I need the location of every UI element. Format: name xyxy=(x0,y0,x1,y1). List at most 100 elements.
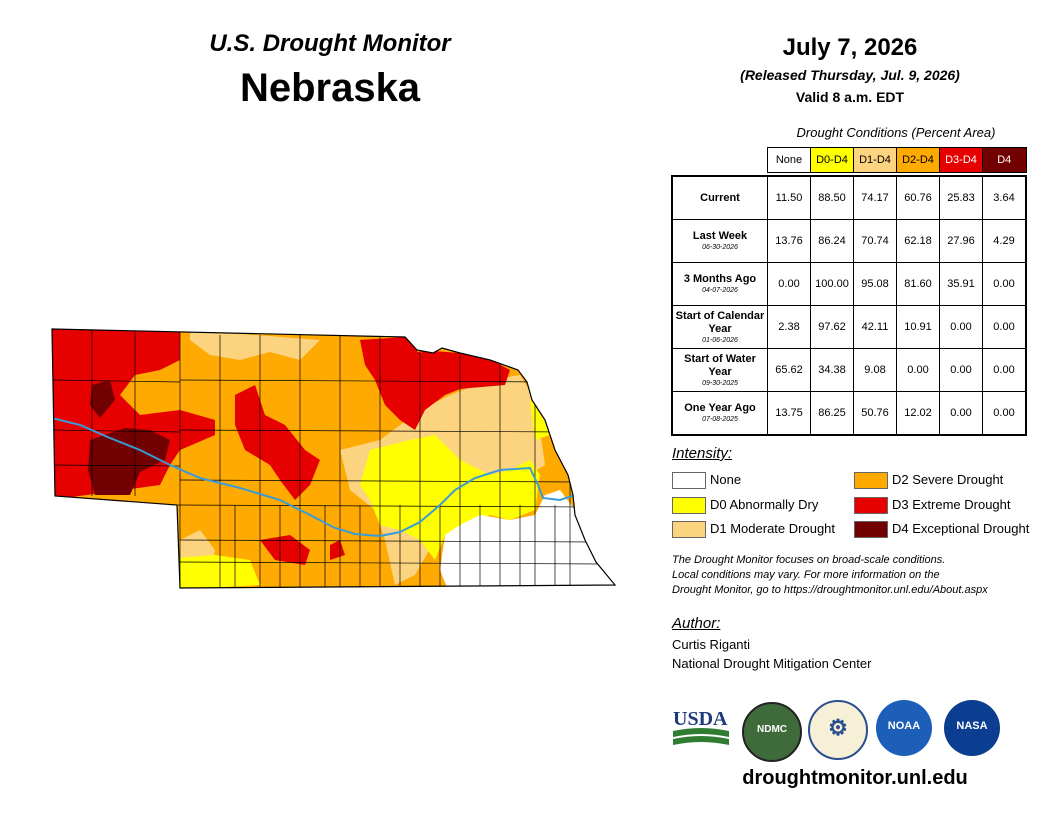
region-d4-south xyxy=(88,428,170,495)
table-cell: 62.18 xyxy=(896,219,940,263)
table-row: Start of Calendar Year 01-06-2026 2.38 97.6… xyxy=(671,305,1027,349)
row-label-text: Start of Water Year xyxy=(684,352,756,378)
table-cell: 42.11 xyxy=(853,305,897,349)
table-cell: 0.00 xyxy=(939,305,983,349)
release-date: (Released Thursday, Jul. 9, 2026) xyxy=(740,67,960,83)
note-line: Drought Monitor, go to https://droughtmo… xyxy=(672,584,988,596)
legend-swatch xyxy=(672,521,706,538)
map-title: U.S. Drought Monitor xyxy=(209,30,451,57)
platte-river xyxy=(52,417,576,538)
table-cell: 13.75 xyxy=(767,391,811,436)
col-d3-d4: D3-D4 xyxy=(939,147,983,173)
table-cell: 9.08 xyxy=(853,348,897,392)
noaa-logo-text: NOAA xyxy=(887,720,921,732)
legend-label: D3 Extreme Drought xyxy=(892,497,1011,512)
table-cell: 10.91 xyxy=(896,305,940,349)
row-label-text: Last Week xyxy=(692,230,748,242)
region-d3-south xyxy=(260,535,310,565)
table-cell: 35.91 xyxy=(939,262,983,306)
table-body: Current 11.50 88.50 74.17 60.76 25.83 3.64 Last… xyxy=(671,173,1027,436)
col-none: None xyxy=(767,147,811,173)
legend-label: D0 Abnormally Dry xyxy=(710,497,819,512)
row-label-date: 06-30-2026 xyxy=(702,244,738,251)
table-cell: 27.96 xyxy=(939,219,983,263)
state-name: Nebraska xyxy=(239,66,421,110)
table-cell: 12.02 xyxy=(896,391,940,436)
table-cell: 0.00 xyxy=(982,305,1027,349)
legend-label: D2 Severe Drought xyxy=(892,472,1004,487)
table-cell: 11.50 xyxy=(767,175,811,220)
table-cell: 50.76 xyxy=(853,391,897,436)
valid-time: Valid 8 a.m. EDT xyxy=(795,89,905,105)
table-cell: 3.64 xyxy=(982,175,1027,220)
table-cell: 13.76 xyxy=(767,219,811,263)
legend-title: Intensity: xyxy=(672,445,733,462)
region-d4-north xyxy=(90,380,115,418)
table-row: Current 11.50 88.50 74.17 60.76 25.83 3.64 xyxy=(671,175,1027,220)
drought-conditions-table: None D0-D4 D1-D4 D2-D4 D3-D4 D4 Current 1… xyxy=(671,147,1027,436)
table-cell: 88.50 xyxy=(810,175,854,220)
table-cell: 25.83 xyxy=(939,175,983,220)
note-line: The Drought Monitor focuses on broad-sca… xyxy=(672,554,946,566)
table-header-row: None D0-D4 D1-D4 D2-D4 D3-D4 D4 xyxy=(672,147,1027,173)
table-cell: 2.38 xyxy=(767,305,811,349)
table-row: Last Week 06-30-2026 13.76 86.24 70.74 62.18 2… xyxy=(671,219,1027,263)
col-d2-d4: D2-D4 xyxy=(896,147,940,173)
table-cell: 86.25 xyxy=(810,391,854,436)
nasa-logo: NASA xyxy=(944,700,1000,756)
row-label: Last Week 06-30-2026 xyxy=(671,219,768,263)
row-label: One Year Ago 07-08-2025 xyxy=(671,391,768,436)
table-cell: 74.17 xyxy=(853,175,897,220)
row-label: 3 Months Ago 04-07-2026 xyxy=(671,262,768,306)
region-d3-south-small xyxy=(330,540,345,560)
legend-swatch xyxy=(854,521,888,538)
author-name: Curtis Riganti xyxy=(672,637,751,652)
ndmc-logo-text: NDMC xyxy=(757,724,787,735)
usda-logo-text: USDA xyxy=(673,708,728,730)
col-d1-d4: D1-D4 xyxy=(853,147,897,173)
row-label: Start of Calendar Year 01-06-2026 xyxy=(671,305,768,349)
table-cell: 81.60 xyxy=(896,262,940,306)
note-line: Local conditions may vary. For more info… xyxy=(672,569,940,581)
table-title: Drought Conditions (Percent Area) xyxy=(796,125,996,140)
county-lines xyxy=(52,330,606,588)
disclaimer-note: The Drought Monitor focuses on broad-sca… xyxy=(672,553,1042,598)
region-d3-sandhills xyxy=(235,385,320,500)
row-label-text: One Year Ago xyxy=(684,402,756,414)
table-row: Start of Water Year 09-30-2025 65.62 34.38 9… xyxy=(671,348,1027,392)
table-cell: 0.00 xyxy=(896,348,940,392)
row-label-date: 04-07-2026 xyxy=(702,287,738,294)
table-cell: 100.00 xyxy=(810,262,854,306)
state-outline xyxy=(51,328,617,589)
table-cell: 0.00 xyxy=(939,348,983,392)
row-label-text: Current xyxy=(700,191,740,204)
doc-seal-logo: ⚙ xyxy=(808,700,868,760)
ndmc-logo: NDMC xyxy=(742,702,802,762)
doc-seal-icon: ⚙ xyxy=(828,715,848,740)
noaa-logo: NOAA xyxy=(876,700,932,756)
table-cell: 4.29 xyxy=(982,219,1027,263)
map-date: July 7, 2026 xyxy=(782,34,918,61)
legend-swatch xyxy=(854,472,888,489)
table-cell: 0.00 xyxy=(767,262,811,306)
col-d4: D4 xyxy=(982,147,1027,173)
nasa-logo-text: NASA xyxy=(956,720,988,732)
author-organization: National Drought Mitigation Center xyxy=(672,656,872,671)
legend-swatch xyxy=(854,497,888,514)
table-corner xyxy=(672,148,768,173)
legend-label: D1 Moderate Drought xyxy=(710,521,836,536)
table-cell: 95.08 xyxy=(853,262,897,306)
author-heading: Author: xyxy=(672,615,721,632)
row-label: Start of Water Year 09-30-2025 xyxy=(671,348,768,392)
table-cell: 70.74 xyxy=(853,219,897,263)
row-label: Current xyxy=(671,175,768,220)
legend-label: None xyxy=(710,472,742,487)
row-label-text: 3 Months Ago xyxy=(683,273,757,285)
row-label-date: 01-06-2026 xyxy=(702,336,738,344)
row-label-date: 07-08-2025 xyxy=(702,416,738,423)
table-cell: 0.00 xyxy=(982,348,1027,392)
legend-swatch xyxy=(672,497,706,514)
region-d1-north xyxy=(190,330,320,360)
website-url[interactable]: droughtmonitor.unl.edu xyxy=(742,767,968,789)
row-label-text: Start of Calendar Year xyxy=(675,309,765,335)
